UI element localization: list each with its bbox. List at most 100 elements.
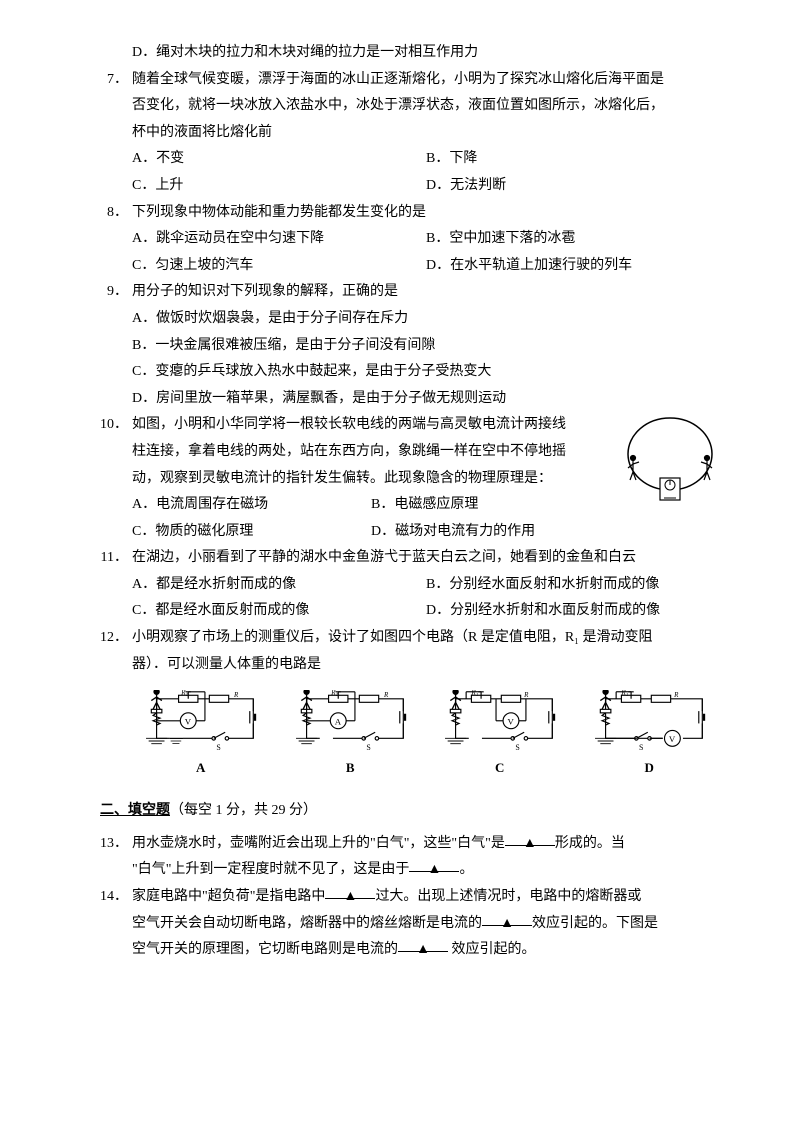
q12: 12． 小明观察了市场上的测重仪后，设计了如图四个电路（R 是定值电阻，R₁ 是…	[100, 625, 720, 652]
q9-option-d: D．房间里放一箱苹果，满屋飘香，是由于分子做无规则运动	[132, 386, 720, 413]
q14-num: 14．	[100, 884, 128, 911]
svg-text:V: V	[185, 717, 192, 727]
q12-circuit-d: R₁ R V S D	[579, 690, 719, 780]
q10-figure	[620, 414, 720, 509]
q13-p1a: 用水壶烧水时，壶嘴附近会出现上升的"白气"，这些"白气"是	[132, 836, 505, 851]
exam-page: D．绳对木块的拉力和木块对绳的拉力是一对相互作用力 7． 随着全球气候变暖，漂浮…	[0, 0, 800, 1132]
q9-option-b: B．一块金属很难被压缩，是由于分子间没有间隙	[132, 333, 720, 360]
q8-options-row2: C．匀速上坡的汽车 D．在水平轨道上加速行驶的列车	[132, 253, 720, 280]
q12-stem-2: 器）．可以测量人体重的电路是	[132, 652, 720, 679]
q14-p2b: 效应引起的。下图是	[532, 916, 658, 931]
q11-num: 11．	[100, 545, 128, 572]
section2-sub: （每空 1 分，共 29 分）	[170, 803, 317, 818]
q11-option-c: C．都是经水面反射而成的像	[132, 598, 426, 625]
q10: 10． 如图，小明和小华同学将一根较长软电线的两端与高灵敏电流计两接线	[100, 412, 614, 439]
q14-p2a: 空气开关会自动切断电路，熔断器中的熔丝熔断是电流的	[132, 916, 482, 931]
q11-option-a: A．都是经水折射而成的像	[132, 572, 426, 599]
q14: 14． 家庭电路中"超负荷"是指电路中▲过大。出现上述情况时，电路中的熔断器或	[100, 884, 720, 911]
q14-p1a: 家庭电路中"超负荷"是指电路中	[132, 889, 325, 904]
q7: 7． 随着全球气候变暖，漂浮于海面的冰山正逐渐熔化，小明为了探究冰山熔化后海平面…	[100, 67, 720, 94]
svg-text:R: R	[233, 691, 239, 699]
q13-blank1: ▲	[505, 831, 555, 846]
q7-option-a: A．不变	[132, 146, 426, 173]
q12-stem-1: 小明观察了市场上的测重仪后，设计了如图四个电路（R 是定值电阻，R₁ 是滑动变阻	[132, 625, 720, 652]
q11-option-b: B．分别经水面反射和水折射而成的像	[426, 572, 720, 599]
svg-text:S: S	[516, 743, 520, 752]
svg-text:V: V	[508, 717, 515, 727]
svg-text:R: R	[383, 691, 389, 699]
svg-text:R₁: R₁	[330, 690, 338, 696]
svg-text:R: R	[523, 691, 529, 699]
q14-p3b: 效应引起的。	[448, 942, 536, 957]
q10-option-c: C．物质的磁化原理	[132, 519, 371, 546]
q7-option-b: B．下降	[426, 146, 720, 173]
q13-blank2: ▲	[409, 857, 459, 872]
q13-p1b: 形成的。当	[555, 836, 625, 851]
q14-blank3: ▲	[398, 937, 448, 952]
q12-circuit-c: R₁ R V S C	[430, 690, 570, 780]
q12-circuit-b: R₁ R A S B	[280, 690, 420, 780]
q8-option-a: A．跳伞运动员在空中匀速下降	[132, 226, 426, 253]
q13-line2: "白气"上升到一定程度时就不见了，这是由于▲。	[132, 857, 720, 884]
q13-line1: 用水壶烧水时，壶嘴附近会出现上升的"白气"，这些"白气"是▲形成的。当	[132, 831, 720, 858]
svg-text:S: S	[217, 743, 221, 752]
q12-label-c: C	[495, 756, 504, 781]
svg-text:R₁: R₁	[471, 690, 479, 696]
svg-text:R: R	[673, 691, 679, 699]
q14-p3a: 空气开关的原理图，它切断电路则是电流的	[132, 942, 398, 957]
q9-num: 9．	[100, 279, 128, 306]
q13: 13． 用水壶烧水时，壶嘴附近会出现上升的"白气"，这些"白气"是▲形成的。当	[100, 831, 720, 858]
q11-options-row2: C．都是经水面反射而成的像 D．分别经水折射和水面反射而成的像	[132, 598, 720, 625]
circuit-c-icon: R₁ R V S	[438, 690, 561, 753]
q13-p2a: "白气"上升到一定程度时就不见了，这是由于	[132, 862, 409, 877]
q11-option-d: D．分别经水折射和水面反射而成的像	[426, 598, 720, 625]
q10-options-row1: A．电流周围存在磁场 B．电磁感应原理	[132, 492, 610, 519]
q12-label-a: A	[196, 756, 205, 781]
jump-rope-icon	[620, 414, 720, 509]
q11: 11． 在湖边，小丽看到了平静的湖水中金鱼游弋于蓝天白云之间，她看到的金鱼和白云	[100, 545, 720, 572]
q10-num: 10．	[100, 412, 128, 439]
q9: 9． 用分子的知识对下列现象的解释，正确的是	[100, 279, 720, 306]
q9-stem: 用分子的知识对下列现象的解释，正确的是	[132, 279, 720, 306]
q8-option-c: C．匀速上坡的汽车	[132, 253, 426, 280]
q13-num: 13．	[100, 831, 128, 858]
q8: 8． 下列现象中物体动能和重力势能都发生变化的是	[100, 200, 720, 227]
q8-num: 8．	[100, 200, 128, 227]
q7-stem-3: 杯中的液面将比熔化前	[132, 120, 720, 147]
svg-text:R₁: R₁	[180, 690, 188, 696]
q10-stem-1: 如图，小明和小华同学将一根较长软电线的两端与高灵敏电流计两接线	[132, 412, 614, 439]
q14-line2: 空气开关会自动切断电路，熔断器中的熔丝熔断是电流的▲效应引起的。下图是	[132, 911, 720, 938]
q14-line3: 空气开关的原理图，它切断电路则是电流的▲ 效应引起的。	[132, 937, 720, 964]
q12-label-b: B	[346, 756, 355, 781]
q10-stem-2: 柱连接，拿着电线的两处，站在东西方向，象跳绳一样在空中不停地摇	[132, 439, 610, 466]
q11-options-row1: A．都是经水折射而成的像 B．分别经水面反射和水折射而成的像	[132, 572, 720, 599]
circuit-a-icon: R₁ R V S	[139, 690, 262, 753]
q10-option-a: A．电流周围存在磁场	[132, 492, 371, 519]
section2-title: 二、填空题（每空 1 分，共 29 分）	[100, 798, 720, 825]
svg-text:V: V	[669, 734, 676, 744]
q7-option-c: C．上升	[132, 173, 426, 200]
q7-option-d: D．无法判断	[426, 173, 720, 200]
q8-options-row1: A．跳伞运动员在空中匀速下降 B．空中加速下落的冰雹	[132, 226, 720, 253]
q8-stem: 下列现象中物体动能和重力势能都发生变化的是	[132, 200, 720, 227]
q14-blank2: ▲	[482, 911, 532, 926]
q9-option-a: A．做饭时炊烟袅袅，是由于分子间存在斥力	[132, 306, 720, 333]
q7-stem-2: 否变化，就将一块冰放入浓盐水中，冰处于漂浮状态，液面位置如图所示，冰熔化后，	[132, 93, 720, 120]
q11-stem: 在湖边，小丽看到了平静的湖水中金鱼游弋于蓝天白云之间，她看到的金鱼和白云	[132, 545, 720, 572]
svg-text:A: A	[334, 717, 341, 727]
circuit-b-icon: R₁ R A S	[289, 690, 412, 753]
q8-option-d: D．在水平轨道上加速行驶的列车	[426, 253, 720, 280]
q14-p1b: 过大。出现上述情况时，电路中的熔断器或	[375, 889, 641, 904]
q7-stem-1: 随着全球气候变暖，漂浮于海面的冰山正逐渐熔化，小明为了探究冰山熔化后海平面是	[132, 67, 720, 94]
q10-option-d: D．磁场对电流有力的作用	[371, 519, 610, 546]
q14-line1: 家庭电路中"超负荷"是指电路中▲过大。出现上述情况时，电路中的熔断器或	[132, 884, 720, 911]
svg-text:S: S	[366, 743, 370, 752]
q9-option-c: C．变瘪的乒乓球放入热水中鼓起来，是由于分子受热变大	[132, 359, 720, 386]
q7-options-row2: C．上升 D．无法判断	[132, 173, 720, 200]
q10-options-row2: C．物质的磁化原理 D．磁场对电流有力的作用	[132, 519, 610, 546]
q14-blank1: ▲	[325, 884, 375, 899]
q8-option-b: B．空中加速下落的冰雹	[426, 226, 720, 253]
q12-circuit-a: R₁ R V S A	[131, 690, 271, 780]
section2-title-text: 二、填空题	[100, 803, 170, 818]
q6-option-d: D．绳对木块的拉力和木块对绳的拉力是一对相互作用力	[132, 40, 720, 67]
